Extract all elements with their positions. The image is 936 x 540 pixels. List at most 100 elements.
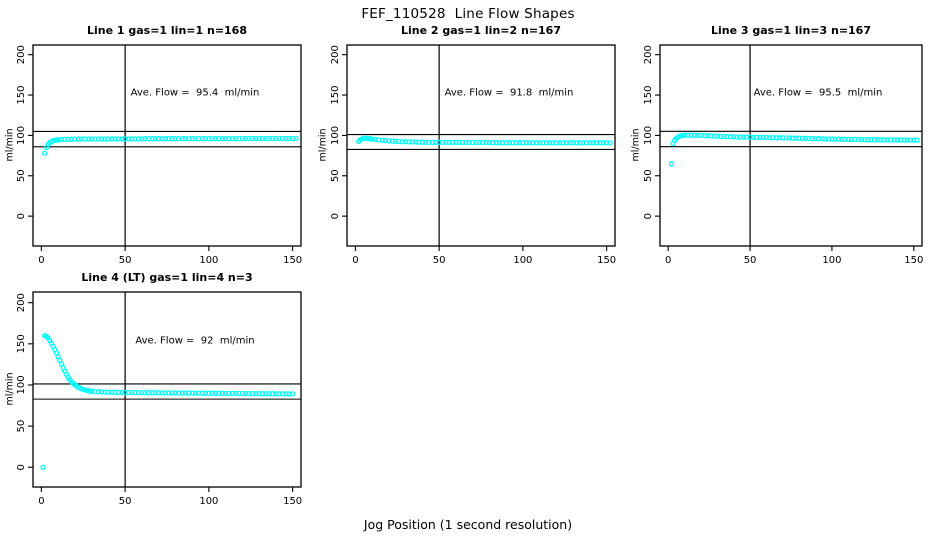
data-point (506, 140, 513, 146)
data-point (731, 134, 737, 140)
data-point (500, 140, 506, 146)
x-axis-label: Jog Position (1 second resolution) (363, 517, 573, 532)
data-point (259, 135, 266, 142)
data-point (480, 139, 486, 146)
data-point (206, 135, 212, 142)
data-point (513, 140, 519, 146)
data-point (212, 135, 219, 142)
y-tick-label: 150 (16, 334, 27, 353)
x-tick-label: 50 (119, 255, 132, 266)
x-tick-label: 50 (119, 496, 132, 507)
data-point (379, 137, 385, 143)
data-point (734, 134, 740, 140)
data-points (668, 132, 920, 167)
data-point (125, 389, 132, 396)
data-point (793, 135, 799, 141)
data-point (253, 390, 259, 397)
data-point (786, 135, 793, 141)
data-point (767, 134, 773, 141)
panel-2-plot: 0 50 100 150 0 50 100 150 200 (330, 44, 616, 266)
data-points (356, 135, 613, 146)
data-point (266, 135, 272, 142)
data-point (293, 135, 299, 142)
data-point (914, 137, 920, 143)
data-point (65, 136, 71, 142)
data-point (757, 134, 763, 141)
x-tick-label: 100 (822, 255, 841, 266)
data-point (819, 136, 825, 142)
data-point (681, 132, 688, 138)
data-point (806, 135, 812, 142)
y-tick-label: 150 (16, 86, 27, 105)
data-point (573, 140, 580, 146)
data-point (99, 136, 105, 142)
data-point (192, 135, 199, 142)
data-point (132, 389, 138, 396)
panel-1-plot: 0 50 100 150 0 50 100 150 200 (16, 44, 302, 266)
data-point (119, 389, 125, 396)
data-point (273, 391, 279, 397)
data-point (186, 135, 192, 142)
panel-4-annotation: Ave. Flow = 92 ml/min (135, 335, 255, 347)
data-point (219, 390, 225, 397)
data-point (279, 391, 286, 397)
y-tick-label: 0 (16, 213, 27, 219)
panel-2-title: Line 2 gas=1 lin=2 n=167 (400, 24, 561, 37)
data-point (199, 390, 205, 396)
data-point (99, 389, 105, 395)
y-tick-label: 150 (330, 86, 341, 105)
y-tick-label: 200 (330, 45, 341, 64)
y-axis: 0 50 100 150 200 (330, 45, 347, 219)
data-point (219, 135, 225, 142)
panel-4-title: Line 4 (LT) gas=1 lin=4 n=3 (81, 271, 253, 284)
data-point (92, 136, 98, 142)
data-point (871, 137, 878, 143)
data-point (392, 138, 399, 144)
data-point (862, 136, 868, 143)
data-point (894, 137, 901, 143)
data-point (179, 390, 185, 396)
y-tick-label: 50 (643, 169, 654, 182)
data-point (139, 136, 145, 142)
data-point (685, 132, 691, 138)
data-point (832, 136, 838, 142)
data-point (286, 391, 292, 397)
x-axis: 0 50 100 150 (665, 246, 923, 266)
data-point (593, 140, 600, 146)
data-point (875, 137, 881, 143)
data-point (780, 135, 786, 141)
data-point (239, 135, 246, 142)
data-point (112, 389, 118, 395)
x-axis: 0 50 100 150 (352, 246, 616, 266)
data-point (119, 136, 125, 142)
plot-box (659, 44, 923, 247)
y-tick-label: 100 (16, 126, 27, 145)
data-point (884, 137, 891, 143)
x-tick-label: 100 (513, 255, 532, 266)
data-point (226, 135, 232, 142)
data-point (858, 136, 865, 143)
x-tick-label: 0 (38, 496, 44, 507)
panel-1-annotation: Ave. Flow = 95.4 ml/min (130, 87, 260, 99)
y-tick-label: 100 (16, 375, 27, 394)
data-point (839, 136, 845, 142)
data-point (493, 140, 499, 146)
panel-2-y-axis-label: ml/min (317, 128, 329, 162)
data-point (803, 135, 809, 142)
data-point (152, 136, 158, 142)
panel-4-y-axis-label: ml/min (4, 372, 16, 406)
data-point (560, 140, 566, 146)
data-point (166, 136, 172, 142)
data-point (439, 139, 446, 146)
data-point (253, 135, 259, 142)
data-point (413, 139, 419, 145)
data-point (145, 390, 152, 396)
data-point (711, 133, 717, 139)
x-tick-label: 150 (597, 255, 616, 266)
data-point (747, 134, 753, 140)
data-point (878, 137, 884, 143)
y-tick-label: 50 (16, 169, 27, 182)
x-tick-label: 50 (433, 255, 446, 266)
data-point (753, 134, 760, 140)
